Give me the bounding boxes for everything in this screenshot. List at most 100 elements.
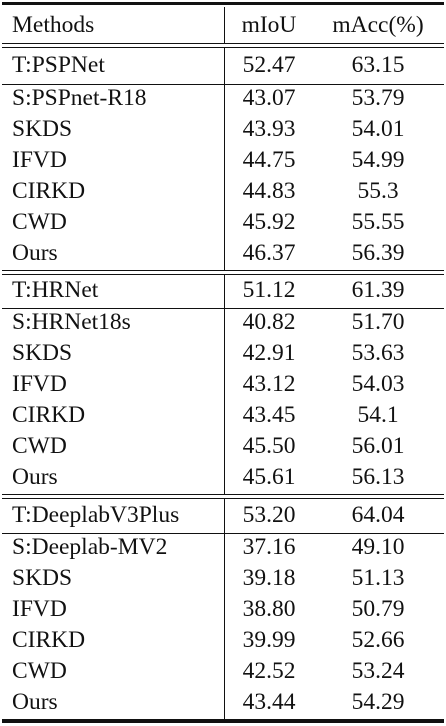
table-cell: 54.29 bbox=[351, 689, 405, 715]
table-cell: 43.93 bbox=[242, 116, 296, 142]
table-row: SKDS 39.18 51.13 bbox=[2, 563, 444, 594]
column-divider bbox=[224, 85, 225, 271]
table-row: S:Deeplab-MV2 37.16 49.10 bbox=[2, 532, 444, 563]
table-row: CWD 45.92 55.55 bbox=[2, 207, 444, 238]
table-row: CIRKD 39.99 52.66 bbox=[2, 625, 444, 656]
table-cell: 39.99 bbox=[242, 627, 296, 653]
table-cell: 51.12 bbox=[242, 277, 296, 303]
table-row: CIRKD 43.45 54.1 bbox=[2, 400, 444, 431]
table-cell: CWD bbox=[12, 433, 67, 459]
table-cell: 56.01 bbox=[351, 433, 405, 459]
table-cell: 54.1 bbox=[357, 402, 399, 428]
table-row-teacher: T:HRNet 51.12 61.39 bbox=[2, 275, 444, 306]
table-cell: 52.47 bbox=[242, 52, 296, 78]
table-cell: CIRKD bbox=[12, 178, 86, 204]
table-row: SKDS 43.93 54.01 bbox=[2, 114, 444, 145]
table-cell: S:Deeplab-MV2 bbox=[12, 534, 168, 560]
group-separator bbox=[2, 270, 444, 271]
column-divider bbox=[224, 309, 225, 495]
column-divider bbox=[224, 499, 225, 533]
table-cell: 44.75 bbox=[242, 147, 296, 173]
table-cell: 43.44 bbox=[242, 689, 296, 715]
table-cell: 56.39 bbox=[351, 240, 405, 266]
table-cell: 54.03 bbox=[351, 371, 405, 397]
table-cell: 42.52 bbox=[242, 658, 296, 684]
header-rule bbox=[2, 43, 444, 44]
table-cell: 49.10 bbox=[351, 534, 405, 560]
table-cell: 38.80 bbox=[242, 596, 296, 622]
table-cell: 37.16 bbox=[242, 534, 296, 560]
table-row: Ours 43.44 54.29 bbox=[2, 687, 444, 718]
table-cell: T:PSPNet bbox=[12, 52, 105, 78]
column-divider bbox=[224, 534, 225, 720]
table-row: Ours 46.37 56.39 bbox=[2, 238, 444, 269]
table-cell: 51.13 bbox=[351, 565, 405, 591]
table-row: CIRKD 44.83 55.3 bbox=[2, 176, 444, 207]
table-cell: 53.63 bbox=[351, 340, 405, 366]
table-cell: 51.70 bbox=[351, 309, 405, 335]
table-cell: 64.04 bbox=[351, 502, 405, 528]
header-rule bbox=[2, 47, 444, 48]
table-cell: 53.20 bbox=[242, 502, 296, 528]
header-row: Methods mIoU mAcc(%) bbox=[2, 10, 444, 41]
table-cell: 54.99 bbox=[351, 147, 405, 173]
table-row: SKDS 42.91 53.63 bbox=[2, 338, 444, 369]
group-separator bbox=[2, 498, 444, 499]
table-row: IFVD 43.12 54.03 bbox=[2, 369, 444, 400]
table-cell: 63.15 bbox=[351, 52, 405, 78]
group-separator bbox=[2, 494, 444, 495]
table-row: Ours 45.61 56.13 bbox=[2, 462, 444, 493]
table-cell: IFVD bbox=[12, 147, 67, 173]
table-cell: 43.07 bbox=[242, 85, 296, 111]
table-cell: CIRKD bbox=[12, 627, 86, 653]
table-cell: CWD bbox=[12, 658, 67, 684]
table-cell: 43.45 bbox=[242, 402, 296, 428]
table-cell: Ours bbox=[12, 464, 58, 490]
table-cell: 45.92 bbox=[242, 209, 296, 235]
column-divider bbox=[224, 48, 225, 84]
table-cell: 43.12 bbox=[242, 371, 296, 397]
table-cell: T:HRNet bbox=[12, 277, 99, 303]
group-separator bbox=[2, 274, 444, 275]
table-cell: 39.18 bbox=[242, 565, 296, 591]
table-cell: CWD bbox=[12, 209, 67, 235]
table-row: S:PSPnet-R18 43.07 53.79 bbox=[2, 83, 444, 114]
table-cell: 55.55 bbox=[351, 209, 405, 235]
table-cell: 45.61 bbox=[242, 464, 296, 490]
table-cell: 52.66 bbox=[351, 627, 405, 653]
table-cell: IFVD bbox=[12, 596, 67, 622]
table-cell: 53.79 bbox=[351, 85, 405, 111]
table-cell: 45.50 bbox=[242, 433, 296, 459]
table-cell: 56.13 bbox=[351, 464, 405, 490]
table-cell: 40.82 bbox=[242, 309, 296, 335]
table-cell: 54.01 bbox=[351, 116, 405, 142]
table-cell: 55.3 bbox=[357, 178, 399, 204]
table-row-teacher: T:DeeplabV3Plus 53.20 64.04 bbox=[2, 500, 444, 531]
table-cell: Ours bbox=[12, 240, 58, 266]
header-macc: mAcc(%) bbox=[332, 12, 424, 38]
header-miou: mIoU bbox=[241, 12, 297, 38]
table-cell: 53.24 bbox=[351, 658, 405, 684]
bottom-rule bbox=[2, 719, 444, 723]
table-cell: 50.79 bbox=[351, 596, 405, 622]
table-row: CWD 45.50 56.01 bbox=[2, 431, 444, 462]
table-row: CWD 42.52 53.24 bbox=[2, 656, 444, 687]
table-row-teacher: T:PSPNet 52.47 63.15 bbox=[2, 50, 444, 81]
table-row: IFVD 38.80 50.79 bbox=[2, 594, 444, 625]
table-row: IFVD 44.75 54.99 bbox=[2, 145, 444, 176]
column-divider bbox=[224, 275, 225, 308]
table-cell: SKDS bbox=[12, 116, 73, 142]
table-cell: CIRKD bbox=[12, 402, 86, 428]
table-cell: S:PSPnet-R18 bbox=[12, 85, 147, 111]
table-cell: SKDS bbox=[12, 340, 73, 366]
group-rule bbox=[2, 84, 444, 85]
table-cell: Ours bbox=[12, 689, 58, 715]
header-methods: Methods bbox=[12, 12, 95, 38]
table-cell: T:DeeplabV3Plus bbox=[12, 502, 180, 528]
top-rule bbox=[2, 2, 444, 5]
table-cell: 42.91 bbox=[242, 340, 296, 366]
table-row: S:HRNet18s 40.82 51.70 bbox=[2, 307, 444, 338]
column-divider bbox=[224, 7, 225, 43]
group-rule bbox=[2, 533, 444, 534]
group-rule bbox=[2, 308, 444, 309]
